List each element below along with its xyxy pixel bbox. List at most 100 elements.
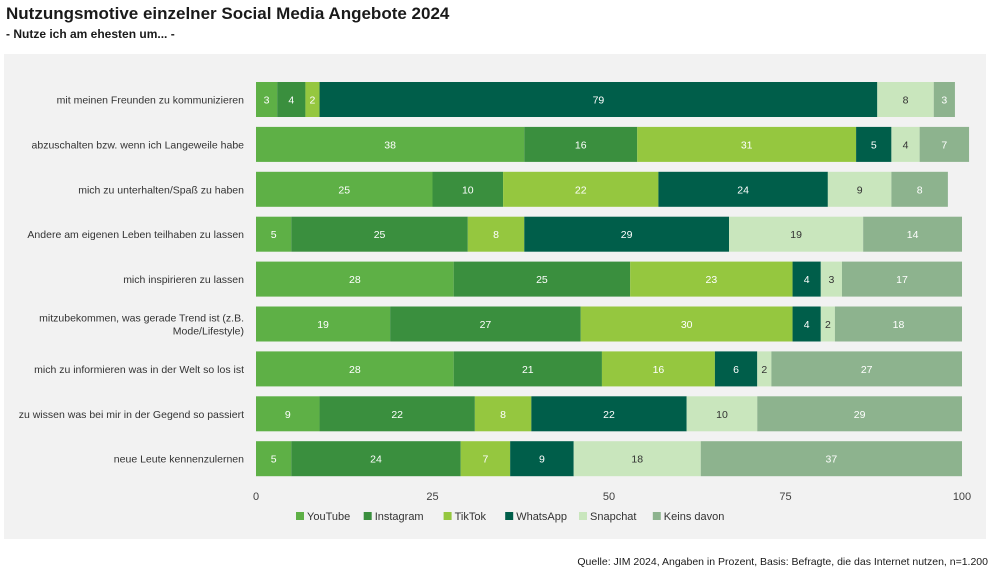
bar-segment-instagram: [291, 441, 461, 477]
legend-swatch: [505, 512, 514, 520]
bar-segment-tiktok: [474, 396, 532, 432]
data-label: 9: [857, 184, 863, 196]
data-label: 3: [264, 95, 270, 107]
data-label: 30: [681, 319, 693, 331]
x-tick-label: 25: [426, 491, 438, 503]
data-label: 79: [593, 95, 605, 107]
chart-subtitle: - Nutze ich am ehesten um... -: [6, 27, 175, 41]
bar-segment-instagram: [277, 82, 306, 117]
data-label: 10: [716, 409, 728, 421]
data-label: 29: [621, 229, 633, 241]
x-tick-label: 50: [603, 491, 615, 503]
data-label: 5: [871, 139, 877, 151]
category-label: neue Leute kennenzulernen: [114, 454, 244, 466]
data-label: 23: [706, 274, 718, 286]
data-label: 38: [384, 139, 396, 151]
bar-segment-whatsapp: [792, 261, 821, 297]
bar-segment-whatsapp: [658, 171, 828, 207]
bar-segment-snapchat: [729, 216, 864, 252]
data-label: 25: [374, 229, 386, 241]
data-label: 10: [462, 184, 474, 196]
bar-segment-youtube: [256, 216, 292, 252]
data-label: 7: [483, 454, 489, 466]
data-label: 8: [493, 229, 499, 241]
bar-segment-snapchat: [820, 261, 842, 297]
bar-segment-tiktok: [467, 216, 525, 252]
data-label: 5: [271, 454, 277, 466]
bar-segment-tiktok: [503, 171, 659, 207]
bar-segment-youtube: [256, 396, 320, 432]
category-label: mit meinen Freunden zu kommunizieren: [57, 95, 244, 107]
bar-segment-whatsapp: [319, 82, 878, 117]
bar-segment-whatsapp: [510, 441, 574, 477]
bar-segment-keins-davon: [771, 351, 962, 387]
data-label: 24: [737, 184, 749, 196]
data-label: 22: [603, 409, 615, 421]
bar-segment-snapchat: [820, 306, 835, 342]
data-label: 22: [575, 184, 587, 196]
data-label: 6: [733, 364, 739, 376]
bar-segment-youtube: [256, 351, 454, 387]
legend-swatch: [443, 512, 452, 520]
legend-swatch: [296, 512, 304, 520]
bar-segment-instagram: [319, 396, 475, 432]
data-label: 16: [653, 364, 665, 376]
legend: YouTube Instagram TikTok WhatsApp Snapchat Ke…: [296, 511, 724, 523]
legend-label: Instagram: [375, 511, 424, 523]
bar-segment-tiktok: [637, 126, 857, 162]
bar-segment-instagram: [453, 261, 631, 297]
chart-panel: 3 4 2 79 8 3 38 16 31 5 4 7 25 10 22 24 9 8 5 25 8 29 19 14 28 25…: [4, 54, 986, 539]
legend-label: TikTok: [455, 511, 487, 523]
data-label: 16: [575, 139, 587, 151]
legend-label: YouTube: [307, 511, 350, 523]
data-label: 3: [941, 95, 947, 107]
data-label: 8: [917, 184, 923, 196]
data-label: 9: [539, 454, 545, 466]
bar-segment-youtube: [256, 126, 525, 162]
data-label: 27: [861, 364, 873, 376]
data-label: 28: [349, 274, 361, 286]
legend-label: Snapchat: [590, 511, 636, 523]
bar-segment-instagram: [432, 171, 504, 207]
bar-segment-snapchat: [757, 351, 772, 387]
data-label: 29: [854, 409, 866, 421]
data-label: 2: [825, 319, 831, 331]
category-label: mich inspirieren zu lassen: [123, 274, 244, 286]
x-tick-label: 75: [779, 491, 791, 503]
legend-swatch: [652, 512, 661, 520]
legend-label: Keins davon: [664, 511, 725, 523]
category-label: mitzubekommen, was gerade Trend ist (z.B…: [39, 313, 244, 338]
data-label: 4: [903, 139, 909, 151]
category-label: mich zu unterhalten/Spaß zu haben: [78, 184, 244, 196]
data-label: 18: [893, 319, 905, 331]
data-label: 7: [941, 139, 947, 151]
bar-segment-instagram: [291, 216, 468, 252]
category-label: abzuschalten bzw. wenn ich Langeweile ha…: [32, 139, 245, 151]
bar-segment-youtube: [256, 171, 433, 207]
bar-segment-whatsapp: [531, 396, 687, 432]
data-label: 3: [828, 274, 834, 286]
bar-segment-whatsapp: [856, 126, 892, 162]
bar-segment-youtube: [256, 82, 278, 117]
data-label: 2: [761, 364, 767, 376]
legend-swatch: [579, 512, 587, 520]
bar-segment-keins-davon: [919, 126, 970, 162]
legend-label: WhatsApp: [516, 511, 567, 523]
data-label: 18: [631, 454, 643, 466]
bar-segment-snapchat: [877, 82, 934, 117]
source-note: Quelle: JIM 2024, Angaben in Prozent, Ba…: [577, 556, 988, 568]
bar-segment-keins-davon: [891, 171, 948, 207]
bar-segment-tiktok: [460, 441, 511, 477]
data-label: 19: [317, 319, 329, 331]
bar-segment-keins-davon: [841, 261, 962, 297]
data-label: 2: [310, 95, 316, 107]
x-tick-label: 0: [253, 491, 259, 503]
bar-segment-tiktok: [305, 82, 320, 117]
data-label: 25: [338, 184, 350, 196]
x-axis: 0 25 50 75 100: [253, 491, 971, 503]
data-label: 4: [804, 274, 810, 286]
bar-segment-instagram: [453, 351, 602, 387]
data-label: 4: [804, 319, 810, 331]
chart-title: Nutzungsmotive einzelner Social Media An…: [6, 4, 450, 23]
